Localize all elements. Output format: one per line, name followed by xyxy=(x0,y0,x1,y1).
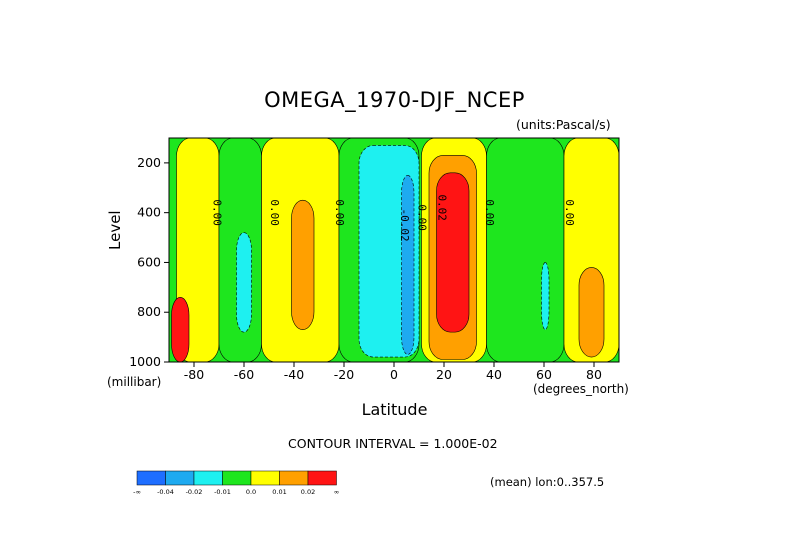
contour-label-2: 0.00 xyxy=(333,199,346,226)
contour-region-12 xyxy=(541,262,550,330)
x-tick-label-2: -40 xyxy=(284,367,304,382)
y-tick-label-2: 600 xyxy=(137,254,161,269)
y-axis-unit: (millibar) xyxy=(107,375,162,389)
x-tick-label-6: 40 xyxy=(486,367,502,382)
colorbar-swatch-0 xyxy=(136,470,166,486)
x-tick-label-0: -80 xyxy=(184,367,204,382)
x-tick-label-1: -60 xyxy=(234,367,254,382)
contour-label-5: 0.02 xyxy=(436,194,449,221)
contour-label-7: 0.00 xyxy=(563,199,576,226)
y-tick-label-4: 1000 xyxy=(129,354,161,369)
contour-region-10 xyxy=(436,172,470,333)
y-tick-label-1: 400 xyxy=(137,205,161,220)
colorbar-swatch-4 xyxy=(250,470,280,486)
colorbar-swatch-6 xyxy=(307,470,337,486)
contour-region-15 xyxy=(171,296,190,363)
colorbar-swatch-2 xyxy=(193,470,223,486)
mean-longitude-note: (mean) lon:0..357.5 xyxy=(490,475,605,489)
colorbar-label-6: 0.02 xyxy=(301,488,315,496)
contour-region-4 xyxy=(291,199,315,330)
contour-label-1: 0.00 xyxy=(268,199,281,226)
contour-region-2 xyxy=(236,232,252,333)
x-tick-label-5: 20 xyxy=(436,367,452,382)
y-tick-label-3: 800 xyxy=(137,304,161,319)
colorbar-label-4: 0.0 xyxy=(246,488,256,496)
x-tick-label-3: -20 xyxy=(334,367,354,382)
x-axis-unit: (degrees_north) xyxy=(533,382,629,396)
colorbar-label-0: -∞ xyxy=(133,488,141,496)
contour-label-4: 0.00 xyxy=(416,204,429,231)
colorbar-label-7: ∞ xyxy=(334,488,339,496)
contour-interval-note: CONTOUR INTERVAL = 1.000E-02 xyxy=(288,436,498,451)
contour-region-14 xyxy=(578,267,605,358)
colorbar-label-2: -0.02 xyxy=(186,488,203,496)
x-tick-label-4: 0 xyxy=(390,367,398,382)
x-axis-label: Latitude xyxy=(361,400,428,419)
colorbar-swatch-1 xyxy=(165,470,195,486)
contour-label-6: 0.00 xyxy=(483,199,496,226)
y-tick-label-0: 200 xyxy=(137,155,161,170)
contour-region-11 xyxy=(486,137,565,363)
colorbar-label-1: -0.04 xyxy=(157,488,174,496)
colorbar-swatch-5 xyxy=(279,470,309,486)
x-tick-label-7: 60 xyxy=(536,367,552,382)
colorbar-label-5: 0.01 xyxy=(272,488,286,496)
chart-title: OMEGA_1970-DJF_NCEP xyxy=(264,88,525,112)
units-label: (units:Pascal/s) xyxy=(516,117,611,132)
x-tick-label-8: 80 xyxy=(586,367,602,382)
contour-label-0: 0.00 xyxy=(211,199,224,226)
colorbar-label-3: -0.01 xyxy=(214,488,231,496)
colorbar-swatch-3 xyxy=(222,470,252,486)
contour-label-3: -0.02 xyxy=(398,209,411,242)
contour-region-7 xyxy=(401,175,415,355)
